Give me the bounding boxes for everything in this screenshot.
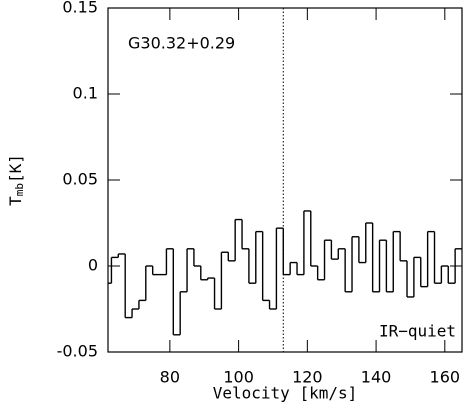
y-tick-label: 0 (88, 256, 98, 275)
y-tick-label: 0.1 (73, 84, 98, 103)
x-axis-label: Velocity [km/s] (213, 384, 358, 403)
x-tick-label: 100 (223, 368, 254, 387)
y-tick-label: 0.15 (62, 0, 98, 17)
y-label-main: T (6, 196, 25, 206)
class-label: IR−quiet (379, 322, 456, 341)
plot-frame (107, 7, 463, 353)
x-tick-label: 140 (361, 368, 392, 387)
x-tick-label: 120 (292, 368, 323, 387)
x-tick-label: 160 (430, 368, 461, 387)
y-tick-label: -0.05 (57, 342, 98, 361)
y-axis-label: Tmb[K] (6, 154, 27, 206)
y-tick-label: 0.05 (62, 170, 98, 189)
y-label-unit: [K] (6, 154, 25, 183)
y-label-sub: mb (13, 183, 26, 196)
source-label: G30.32+0.29 (128, 34, 235, 53)
x-tick-label: 80 (160, 368, 180, 387)
